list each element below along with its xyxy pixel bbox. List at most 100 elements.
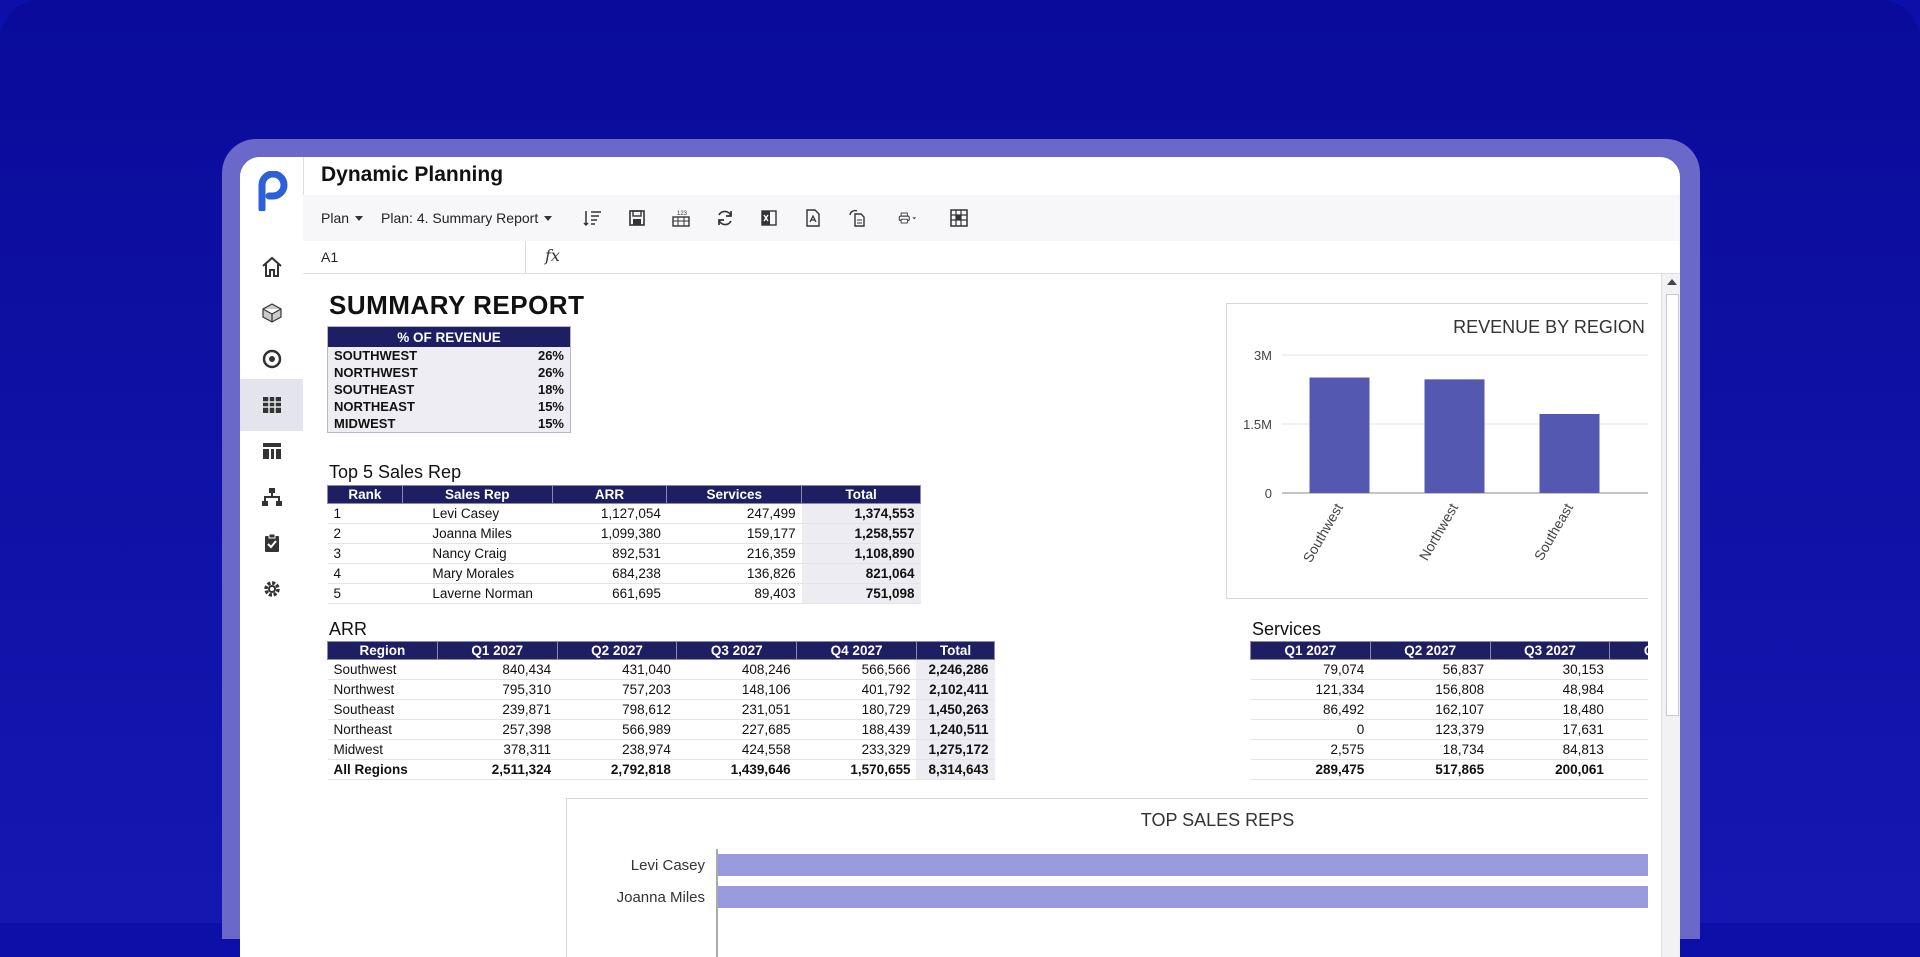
column-header[interactable]: Sales Rep <box>401 485 553 504</box>
table-cell[interactable]: 180,729 <box>796 699 917 720</box>
save-icon[interactable] <box>626 207 648 229</box>
table-cell[interactable]: 289,475 <box>1250 759 1371 780</box>
table-cell[interactable]: 8,314,643 <box>916 759 995 780</box>
table-cell[interactable]: 86,492 <box>1250 699 1371 720</box>
table-cell[interactable]: 159,177 <box>666 523 802 544</box>
region-cell[interactable]: SOUTHWEST <box>334 348 418 363</box>
clipboard-icon[interactable] <box>240 517 303 569</box>
table-cell[interactable]: 1,570,655 <box>796 759 917 780</box>
table-cell[interactable]: 1,240,511 <box>916 719 995 740</box>
table-cell[interactable]: 2 <box>327 523 403 544</box>
table-cell[interactable]: 795,310 <box>437 679 558 700</box>
table-cell[interactable]: 40,952 <box>1609 679 1648 700</box>
table-cell[interactable]: 84,813 <box>1490 739 1610 760</box>
table-cell[interactable]: 821,064 <box>801 563 921 584</box>
refresh-icon[interactable] <box>714 207 736 229</box>
table-cell[interactable]: Nancy Craig <box>402 543 553 564</box>
table-cell[interactable]: 1,275,172 <box>916 739 995 760</box>
table-cell[interactable]: 840,434 <box>437 659 558 680</box>
vertical-scrollbar[interactable] <box>1661 274 1680 957</box>
table-cell[interactable]: 216,359 <box>666 543 802 564</box>
table-cell[interactable]: 136,826 <box>666 563 802 584</box>
table-cell[interactable]: 200,061 <box>1490 759 1610 780</box>
table-cell[interactable]: 2,792,818 <box>557 759 677 780</box>
table-cell[interactable]: 0 <box>1609 699 1648 720</box>
region-cell[interactable]: NORTHEAST <box>334 399 415 414</box>
table-cell[interactable]: 79,074 <box>1250 659 1371 680</box>
table-cell[interactable]: 1 <box>327 503 403 524</box>
table-cell[interactable]: 17,631 <box>1490 719 1610 740</box>
table-cell[interactable]: Levi Casey <box>402 503 553 524</box>
table-cell[interactable]: 89,403 <box>666 583 802 604</box>
table-cell[interactable]: 1,108,890 <box>801 543 921 564</box>
cube-icon[interactable] <box>240 287 303 339</box>
table-cell[interactable]: 231,051 <box>676 699 797 720</box>
table-cell[interactable]: Midwest <box>327 739 438 760</box>
table-cell[interactable]: Joanna Miles <box>402 523 553 544</box>
print-icon[interactable] <box>890 207 926 229</box>
table-cell[interactable]: 431,040 <box>557 659 677 680</box>
table-cell[interactable]: 3 <box>327 543 403 564</box>
table-cell[interactable]: 1,450,263 <box>916 699 995 720</box>
bar[interactable] <box>1424 379 1485 493</box>
column-header[interactable]: Q1 2027 <box>1250 641 1371 660</box>
table-cell[interactable]: 247,499 <box>666 503 802 524</box>
pct-cell[interactable]: 15% <box>537 416 564 431</box>
sort-icon[interactable] <box>582 207 604 229</box>
column-header[interactable]: Rank <box>327 485 403 504</box>
table-cell[interactable]: 30,153 <box>1490 659 1610 680</box>
pct-cell[interactable]: 26% <box>537 365 564 380</box>
column-header[interactable]: Q3 2027 <box>676 641 798 660</box>
table-cell[interactable]: 97,938 <box>1609 659 1648 680</box>
layout-grid-icon[interactable] <box>948 207 970 229</box>
table-cell[interactable]: Laverne Norman <box>402 583 553 604</box>
table-cell[interactable]: 148,106 <box>676 679 797 700</box>
logo-icon[interactable] <box>258 171 288 211</box>
column-header[interactable]: Q4 2027 <box>796 641 917 660</box>
pdf-export-icon[interactable] <box>802 207 824 229</box>
column-header[interactable]: Total <box>915 641 996 660</box>
pct-cell[interactable]: 15% <box>537 399 564 414</box>
table-cell[interactable]: 56,837 <box>1370 659 1491 680</box>
pct-cell[interactable]: 26% <box>537 348 564 363</box>
fx-icon[interactable]: fx <box>545 246 560 265</box>
scroll-thumb[interactable] <box>1666 294 1679 716</box>
column-header[interactable]: Q3 2027 <box>1489 641 1611 660</box>
table-cell[interactable]: 566,566 <box>796 659 917 680</box>
target-icon[interactable] <box>240 333 303 385</box>
table-cell[interactable]: 408,246 <box>676 659 797 680</box>
table-cell[interactable]: 661,695 <box>552 583 667 604</box>
table-cell[interactable]: Northeast <box>327 719 438 740</box>
region-cell[interactable]: MIDWEST <box>334 416 396 431</box>
plan-dropdown[interactable]: Plan <box>321 210 364 226</box>
table-cell[interactable]: 757,203 <box>557 679 677 700</box>
table-cell[interactable]: 257,398 <box>437 719 558 740</box>
table-cell[interactable]: 378,311 <box>437 739 558 760</box>
table-cell[interactable]: 18,734 <box>1370 739 1491 760</box>
table-cell[interactable]: 5 <box>327 583 403 604</box>
table-cell[interactable]: 156,808 <box>1370 679 1491 700</box>
column-header[interactable]: Q2 2027 <box>1369 641 1491 660</box>
gear-icon[interactable] <box>240 563 303 615</box>
bar[interactable] <box>1539 414 1600 493</box>
grid-icon[interactable] <box>240 379 303 431</box>
table-cell[interactable]: 424,558 <box>676 739 797 760</box>
table-cell[interactable]: 2,102,411 <box>916 679 995 700</box>
table-cell[interactable]: 121,334 <box>1250 679 1371 700</box>
bar[interactable] <box>718 886 1648 908</box>
column-header[interactable]: Q1 2027 <box>436 641 558 660</box>
table-cell[interactable]: 18,480 <box>1490 699 1610 720</box>
region-cell[interactable]: SOUTHEAST <box>334 382 415 397</box>
excel-export-icon[interactable] <box>758 207 780 229</box>
column-header[interactable]: Region <box>327 641 438 660</box>
table-cell[interactable]: 233,329 <box>796 739 917 760</box>
table-cell[interactable]: 82,536 <box>1609 719 1648 740</box>
table-cell[interactable]: 227,685 <box>676 719 797 740</box>
column-header[interactable]: Total <box>801 485 921 504</box>
table-cell[interactable]: 48,984 <box>1490 679 1610 700</box>
column-header[interactable]: Services <box>666 485 803 504</box>
table-cell[interactable]: 188,439 <box>796 719 917 740</box>
table-cell[interactable]: Southwest <box>327 659 438 680</box>
table-cell[interactable]: 401,792 <box>796 679 917 700</box>
bar[interactable] <box>718 854 1648 876</box>
